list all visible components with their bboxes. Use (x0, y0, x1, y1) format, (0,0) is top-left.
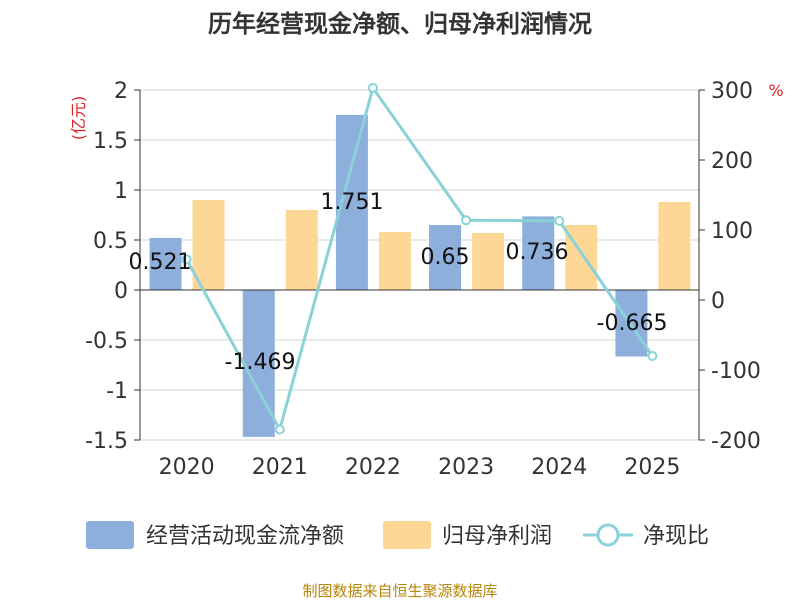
left-tick-label: 1.5 (93, 129, 128, 154)
right-tick-label: 0 (711, 289, 725, 314)
bars (149, 114, 691, 437)
left-tick-label: 2 (114, 79, 128, 104)
right-tick-label: 100 (711, 219, 753, 244)
legend-swatch-cashflow (86, 521, 134, 549)
ratio-point (461, 215, 472, 226)
data-labels: 0.521 -1.469 1.751 0.65 0.736 -0.665 (129, 190, 668, 375)
left-tick-label: 0.5 (93, 229, 128, 254)
legend-label-cashflow: 经营活动现金流净额 (146, 524, 344, 549)
right-tick-label: -100 (711, 359, 761, 384)
x-tick-label: 2025 (624, 455, 680, 480)
left-axis-unit: (亿元) (69, 96, 88, 141)
legend-swatch-netprofit (383, 521, 431, 549)
legend-label-ratio: 净现比 (643, 524, 709, 549)
legend-label-netprofit: 归母净利润 (442, 524, 552, 549)
ratio-line (181, 82, 658, 435)
bar-cashflow (149, 237, 182, 290)
cashflow-data-label: 1.751 (321, 190, 384, 215)
bar-netprofit (472, 233, 505, 290)
legend: 经营活动现金流净额 归母净利润 净现比 (86, 521, 709, 549)
right-tick-label: 200 (711, 149, 753, 174)
left-tick-label: -1.5 (85, 429, 128, 454)
x-tick-label: 2021 (252, 455, 308, 480)
cashflow-data-label: 0.736 (506, 240, 569, 265)
source-note: 制图数据来自恒生聚源数据库 (302, 582, 497, 600)
bar-netprofit (285, 210, 318, 290)
ratio-point (647, 351, 658, 361)
cashflow-data-label: 0.521 (129, 250, 192, 275)
ratio-polyline (185, 84, 654, 434)
ratio-point (554, 215, 565, 226)
bar-cashflow (522, 216, 555, 290)
tick-labels: 2 1.5 1 0.5 0 -0.5 -1 -1.5 300 200 100 0 -100 -200 202… (85, 79, 761, 480)
bar-netprofit (378, 232, 411, 290)
legend-marker-ratio (596, 523, 620, 547)
left-tick-label: -0.5 (85, 329, 128, 354)
x-tick-label: 2024 (531, 455, 587, 480)
bar-cashflow (429, 225, 462, 290)
ratio-point (181, 254, 192, 265)
ratio-point (367, 82, 378, 93)
left-tick-label: 1 (114, 179, 128, 204)
bar-netprofit (658, 202, 691, 290)
x-tick-label: 2022 (345, 455, 401, 480)
chart-title: 历年经营现金净额、归母净利润情况 (208, 10, 592, 38)
left-tick-label: 0 (114, 279, 128, 304)
x-tick-label: 2020 (159, 455, 215, 480)
bar-netprofit (192, 200, 225, 290)
right-tick-label: 300 (711, 79, 753, 104)
cashflow-data-label: 0.65 (421, 245, 470, 270)
x-tick-label: 2023 (438, 455, 494, 480)
cashflow-data-label: -0.665 (597, 311, 668, 336)
cashflow-data-label: -1.469 (225, 350, 296, 375)
right-axis-unit: % (768, 81, 783, 100)
right-tick-label: -200 (711, 429, 761, 454)
left-tick-label: -1 (106, 379, 128, 404)
gridlines (140, 89, 699, 441)
ratio-point (274, 424, 285, 435)
